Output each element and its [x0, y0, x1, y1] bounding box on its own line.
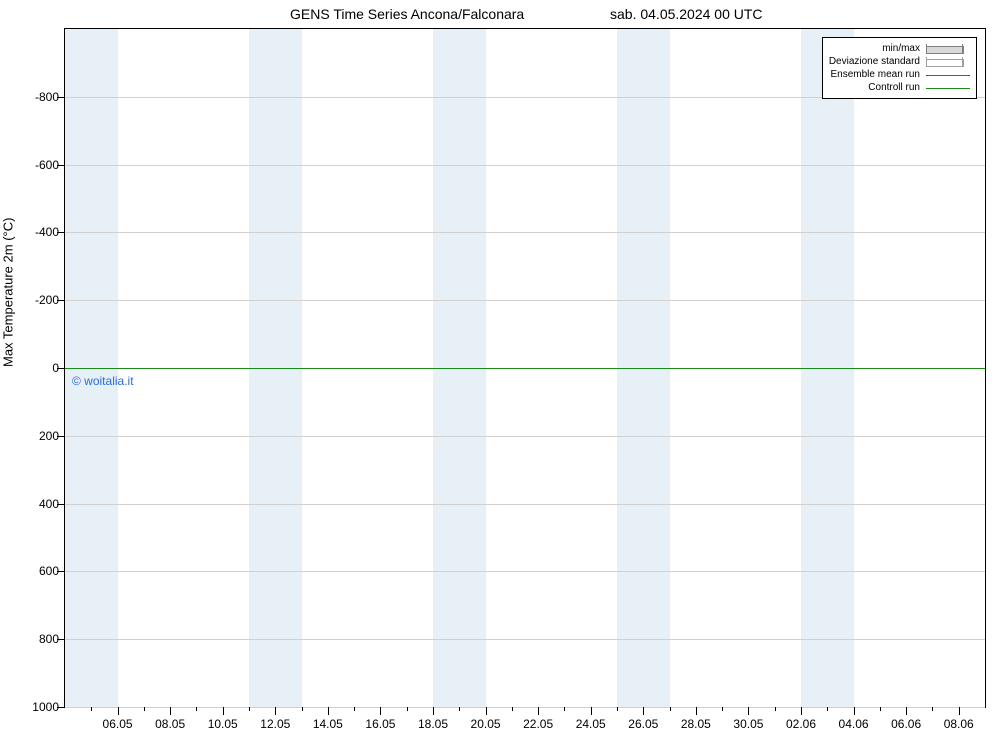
- xtick-label: 24.05: [576, 717, 606, 731]
- xtick-minor: [932, 707, 933, 711]
- gridline: [65, 707, 985, 708]
- plot-area: -800-600-400-2000200400600800100006.0508…: [64, 28, 986, 708]
- ytick-label: 800: [39, 632, 59, 646]
- legend-item: min/max: [829, 42, 970, 55]
- xtick-label: 28.05: [681, 717, 711, 731]
- xtick-label: 04.06: [839, 717, 869, 731]
- xtick-label: 22.05: [523, 717, 553, 731]
- gridline: [65, 571, 985, 572]
- xtick-label: 08.05: [155, 717, 185, 731]
- xtick-major: [801, 707, 802, 715]
- chart-title-right: sab. 04.05.2024 00 UTC: [610, 6, 763, 22]
- xtick-major: [118, 707, 119, 715]
- xtick-major: [275, 707, 276, 715]
- watermark: © woitalia.it: [72, 374, 134, 388]
- xtick-minor: [91, 707, 92, 711]
- control-run-line: [65, 368, 985, 369]
- xtick-label: 20.05: [471, 717, 501, 731]
- xtick-minor: [196, 707, 197, 711]
- xtick-minor: [302, 707, 303, 711]
- legend-label: Ensemble mean run: [831, 68, 921, 81]
- xtick-minor: [512, 707, 513, 711]
- xtick-major: [906, 707, 907, 715]
- plot-inner: -800-600-400-2000200400600800100006.0508…: [65, 29, 985, 707]
- xtick-major: [643, 707, 644, 715]
- ytick-label: 600: [39, 564, 59, 578]
- legend-label: min/max: [882, 42, 920, 55]
- xtick-label: 08.06: [944, 717, 974, 731]
- gridline: [65, 504, 985, 505]
- xtick-minor: [827, 707, 828, 711]
- xtick-minor: [407, 707, 408, 711]
- xtick-label: 18.05: [418, 717, 448, 731]
- xtick-major: [538, 707, 539, 715]
- xtick-major: [696, 707, 697, 715]
- legend-label: Controll run: [868, 81, 920, 94]
- gridline: [65, 232, 985, 233]
- xtick-major: [170, 707, 171, 715]
- legend-item: Controll run: [829, 81, 970, 94]
- xtick-major: [959, 707, 960, 715]
- xtick-minor: [880, 707, 881, 711]
- xtick-major: [328, 707, 329, 715]
- ytick-label: -200: [35, 293, 59, 307]
- xtick-minor: [459, 707, 460, 711]
- xtick-major: [433, 707, 434, 715]
- xtick-minor: [775, 707, 776, 711]
- legend-label: Deviazione standard: [829, 55, 920, 68]
- xtick-major: [223, 707, 224, 715]
- ytick-label: -800: [35, 90, 59, 104]
- gridline: [65, 639, 985, 640]
- legend-item: Deviazione standard: [829, 55, 970, 68]
- xtick-label: 14.05: [313, 717, 343, 731]
- xtick-label: 16.05: [365, 717, 395, 731]
- xtick-major: [486, 707, 487, 715]
- xtick-minor: [617, 707, 618, 711]
- legend: min/maxDeviazione standardEnsemble mean …: [822, 37, 977, 99]
- xtick-label: 02.06: [786, 717, 816, 731]
- ytick-label: -400: [35, 225, 59, 239]
- xtick-major: [380, 707, 381, 715]
- ytick-label: 0: [52, 361, 59, 375]
- ytick-label: -600: [35, 158, 59, 172]
- chart-container: GENS Time Series Ancona/Falconara sab. 0…: [0, 0, 1000, 733]
- xtick-label: 06.06: [891, 717, 921, 731]
- gridline: [65, 300, 985, 301]
- ytick-label: 200: [39, 429, 59, 443]
- ytick-label: 400: [39, 497, 59, 511]
- xtick-minor: [144, 707, 145, 711]
- y-axis-label: Max Temperature 2m (°C): [1, 217, 16, 366]
- xtick-minor: [564, 707, 565, 711]
- gridline: [65, 436, 985, 437]
- gridline: [65, 165, 985, 166]
- legend-sample: [926, 70, 970, 80]
- legend-item: Ensemble mean run: [829, 68, 970, 81]
- xtick-major: [854, 707, 855, 715]
- xtick-label: 10.05: [208, 717, 238, 731]
- chart-title-left: GENS Time Series Ancona/Falconara: [290, 6, 524, 22]
- xtick-label: 30.05: [733, 717, 763, 731]
- xtick-minor: [249, 707, 250, 711]
- xtick-major: [748, 707, 749, 715]
- legend-sample: [926, 83, 970, 93]
- legend-sample: [926, 57, 970, 67]
- ytick-label: 1000: [32, 700, 59, 714]
- xtick-minor: [670, 707, 671, 711]
- xtick-minor: [722, 707, 723, 711]
- xtick-label: 26.05: [628, 717, 658, 731]
- xtick-major: [591, 707, 592, 715]
- xtick-label: 06.05: [103, 717, 133, 731]
- xtick-minor: [354, 707, 355, 711]
- legend-sample: [926, 44, 970, 54]
- xtick-label: 12.05: [260, 717, 290, 731]
